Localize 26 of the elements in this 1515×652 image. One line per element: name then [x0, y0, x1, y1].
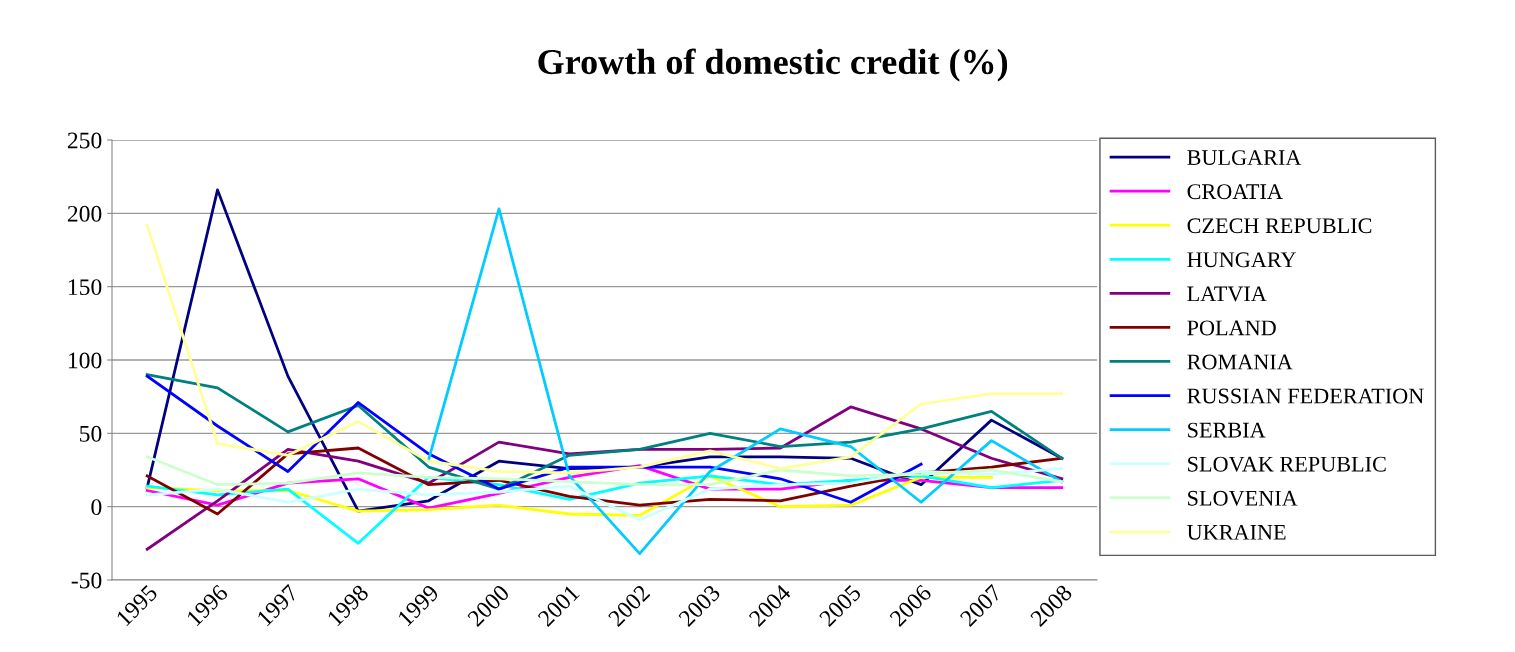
line-series [145, 373, 1064, 491]
legend-label: SLOVENIA [1188, 490, 1298, 506]
legend-label: ROMANIA [1187, 354, 1293, 370]
y-tick-label: -50 [71, 572, 102, 589]
y-tick-label: 150 [68, 279, 102, 296]
legend-label: LATVIA [1187, 286, 1267, 302]
line-series [145, 467, 1064, 522]
chart-title: Growth of domestic credit (%) [538, 48, 1008, 82]
line-series [427, 207, 1064, 555]
legend-label: POLAND [1187, 320, 1276, 336]
y-tick-label: 0 [91, 499, 102, 516]
y-tick-label: 200 [67, 205, 102, 222]
y-tick-label: 100 [68, 352, 102, 369]
legend-label: RUSSIAN FEDERATION [1187, 388, 1424, 404]
legend-label: CZECH REPUBLIC [1187, 218, 1372, 234]
y-tick-label: 50 [80, 425, 102, 442]
legend-label: HUNGARY [1187, 252, 1296, 268]
legend-label: SLOVAK REPUBLIC [1188, 456, 1386, 472]
legend-label: SERBIA [1188, 422, 1266, 438]
legend-label: CROATIA [1187, 184, 1283, 200]
line-series [145, 455, 1064, 487]
y-tick-label: 250 [67, 132, 102, 149]
line-series [145, 223, 1064, 475]
legend-label: BULGARIA [1187, 150, 1302, 166]
legend-label: UKRAINE [1187, 524, 1286, 540]
x-tick-label: 1999 [397, 583, 440, 627]
